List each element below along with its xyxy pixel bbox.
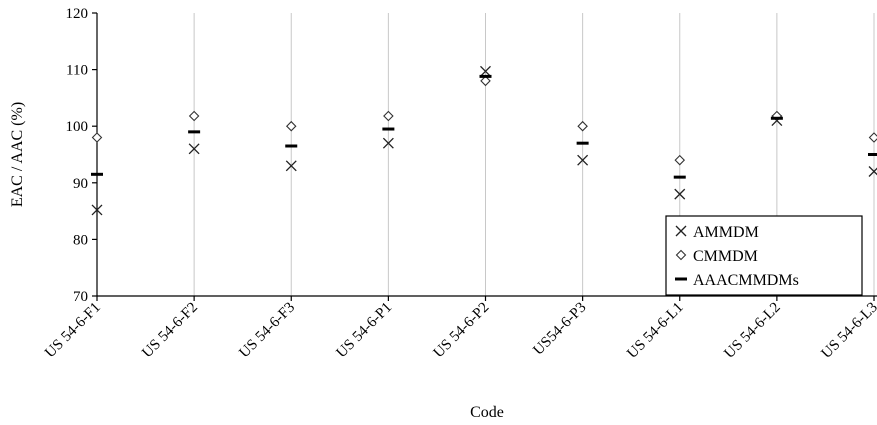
marker-stroke	[188, 143, 200, 155]
x-tick-label: US54-6-P3	[530, 300, 589, 359]
x-tick-label: US 54-6-F2	[139, 300, 201, 362]
y-tick-label: 110	[66, 63, 88, 79]
legend-marker-cmmdm	[675, 249, 687, 261]
y-tick-label: 90	[73, 176, 88, 192]
marker-stroke	[91, 204, 103, 216]
marker-stroke	[868, 167, 877, 177]
legend: AMMDM CMMDM AAACMMDMs	[665, 215, 863, 296]
data-marks	[91, 65, 877, 216]
point-cmmdm	[91, 132, 103, 143]
x-tick-label: US 54-6-P1	[333, 300, 395, 362]
point-cmmdm	[285, 120, 297, 132]
x-tick-label: US 54-6-F1	[42, 300, 104, 362]
legend-label: AMMDM	[693, 224, 759, 241]
marker-stroke	[674, 188, 686, 200]
marker-stroke	[285, 160, 297, 172]
point-ammdm	[868, 166, 877, 177]
point-ammdm	[674, 188, 686, 200]
gridlines	[193, 13, 875, 296]
point-ammdm	[188, 143, 200, 155]
marker-stroke	[480, 65, 491, 77]
legend-label: CMMDM	[693, 248, 758, 265]
y-ticks: 70 80 90 100 110 120	[66, 6, 97, 305]
legend-items: AMMDM CMMDM AAACMMDMs	[675, 224, 799, 289]
legend-label: AAACMMDMs	[693, 272, 799, 289]
point-cmmdm	[577, 120, 588, 132]
x-tick-label: US 54-6-L3	[819, 300, 877, 362]
point-cmmdm	[480, 75, 491, 87]
y-tick-label: 70	[73, 289, 88, 305]
point-ammdm	[577, 154, 589, 166]
x-tick-label: US 54-6-P2	[431, 300, 493, 362]
y-axis-title: EAC / AAC (%)	[9, 102, 26, 207]
point-cmmdm	[868, 132, 877, 143]
marker-stroke	[382, 137, 394, 149]
x-axis-title: Code	[470, 404, 504, 421]
y-tick-label: 120	[66, 6, 89, 22]
x-tick-label: US 54-6-L1	[624, 300, 686, 362]
x-tick-label: US 54-6-L2	[721, 300, 783, 362]
legend-marker-ammdm	[675, 225, 687, 237]
x-ticks: US 54-6-F1 US 54-6-F2 US 54-6-F3 US 54-6-P1…	[42, 296, 877, 362]
legend-box	[665, 215, 863, 296]
point-ammdm	[91, 204, 103, 216]
point-ammdm	[480, 65, 491, 77]
point-ammdm	[285, 160, 297, 172]
point-ammdm	[382, 137, 394, 149]
y-tick-label: 80	[73, 232, 88, 248]
point-cmmdm	[383, 110, 394, 122]
marker-stroke	[577, 154, 589, 166]
y-tick-label: 100	[66, 119, 89, 135]
marker-stroke	[675, 225, 687, 237]
point-cmmdm	[674, 154, 686, 166]
point-cmmdm	[188, 110, 200, 122]
x-tick-label: US 54-6-F3	[236, 300, 298, 362]
